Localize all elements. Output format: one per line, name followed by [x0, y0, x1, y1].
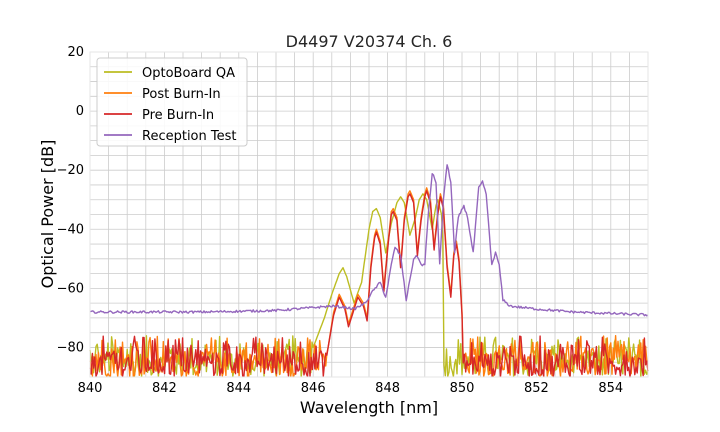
x-tick-label: 846 — [301, 381, 326, 396]
x-tick-label: 840 — [78, 381, 103, 396]
y-tick-label: 20 — [67, 45, 84, 60]
y-axis-label: Optical Power [dB] — [38, 140, 57, 289]
series-reception-test — [89, 164, 649, 317]
legend-label: Reception Test — [142, 129, 236, 144]
x-tick-label: 848 — [375, 381, 400, 396]
series-line — [89, 190, 649, 378]
legend: OptoBoard QA Post Burn-In Pre Burn-In Recep… — [96, 57, 248, 147]
x-axis-label: Wavelength [nm] — [300, 398, 438, 417]
y-tick-label: −60 — [57, 281, 84, 296]
y-tick-label: 0 — [76, 104, 84, 119]
series-pre-burn-in — [89, 190, 649, 378]
y-tick-label: −20 — [57, 163, 84, 178]
y-tick-label: −80 — [57, 340, 84, 355]
tick-labels: 840 842 844 846 848 850 852 854 20 0 −20 −40 −60 −80 — [57, 45, 624, 396]
x-tick-label: 842 — [152, 381, 177, 396]
chart-title: D4497 V20374 Ch. 6 — [286, 32, 453, 51]
x-tick-label: 844 — [226, 381, 251, 396]
x-tick-label: 852 — [524, 381, 549, 396]
plot-frame — [89, 51, 649, 378]
legend-box — [96, 57, 248, 147]
series-line — [89, 164, 649, 317]
series-layer — [89, 164, 649, 378]
legend-label: Pre Burn-In — [142, 108, 214, 123]
legend-label: OptoBoard QA — [142, 66, 235, 81]
x-tick-label: 854 — [598, 381, 623, 396]
legend-label: Post Burn-In — [142, 87, 221, 102]
x-tick-label: 850 — [450, 381, 475, 396]
y-tick-label: −40 — [57, 222, 84, 237]
